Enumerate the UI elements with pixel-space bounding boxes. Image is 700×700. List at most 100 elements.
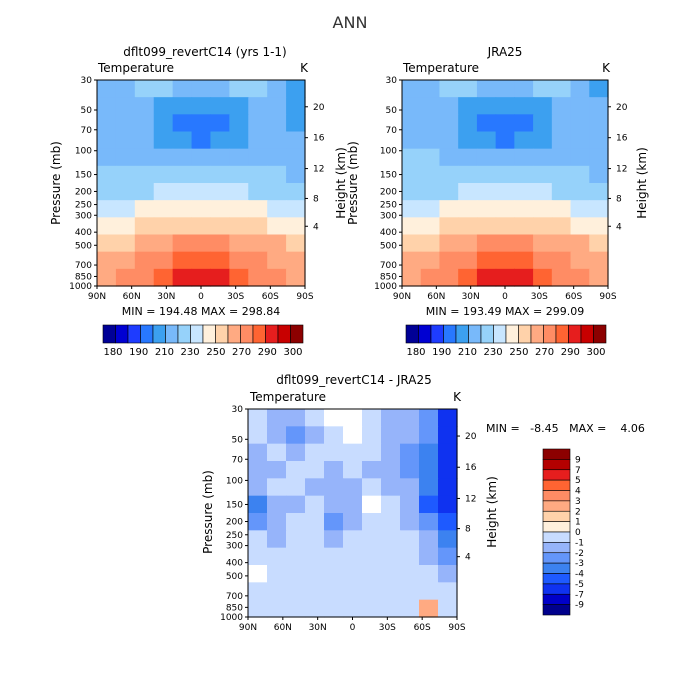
heatmap-cell xyxy=(381,565,401,583)
y-tick-label: 150 xyxy=(75,171,92,181)
colorbar-swatch xyxy=(215,324,229,344)
heatmap-cell xyxy=(570,251,590,270)
heatmap-cell xyxy=(286,478,306,497)
heatmap-cell xyxy=(438,495,458,514)
heatmap-cell xyxy=(191,97,212,115)
panel-subtitle: Temperature xyxy=(97,61,174,75)
heatmap-cell xyxy=(458,200,478,218)
heatmap-cell xyxy=(589,183,609,201)
colorbar-swatch xyxy=(542,583,571,595)
heatmap-cell xyxy=(267,409,287,427)
heatmap-cell xyxy=(305,409,325,427)
heatmap-cell xyxy=(400,547,420,566)
heatmap-cell xyxy=(153,80,174,98)
heatmap-cell xyxy=(248,495,268,514)
heatmap-cell xyxy=(458,97,478,115)
colorbar-swatch xyxy=(177,324,191,344)
heatmap-cell xyxy=(458,165,478,184)
heatmap-cell xyxy=(97,217,117,236)
heatmap-cell xyxy=(267,165,287,184)
heatmap-cell xyxy=(97,80,117,98)
heatmap-cell xyxy=(286,131,306,150)
heatmap-cell xyxy=(381,582,401,601)
heatmap-cell xyxy=(458,268,478,287)
heatmap-cell xyxy=(267,513,287,531)
y-tick-label: 700 xyxy=(75,261,92,271)
y-tick-label: 50 xyxy=(232,435,244,445)
y-tick-label: 70 xyxy=(232,455,244,465)
heatmap-cell xyxy=(97,131,117,150)
heatmap-cell xyxy=(458,131,478,150)
y-axis-label: Pressure (mb) xyxy=(201,470,215,554)
y-axis-label: Pressure (mb) xyxy=(49,141,63,225)
heatmap-cell xyxy=(533,114,553,133)
heatmap-cell xyxy=(248,513,268,531)
x-tick-label: 0 xyxy=(198,292,204,302)
heatmap-cell xyxy=(400,409,420,427)
colorbar-swatch xyxy=(542,542,571,554)
colorbar-label: -5 xyxy=(575,580,584,590)
heatmap-cell xyxy=(362,599,382,618)
heatmap-cell xyxy=(229,114,249,133)
colorbar-label: 290 xyxy=(258,347,277,358)
colorbar-swatch xyxy=(202,324,216,344)
colorbar-swatch xyxy=(405,324,419,344)
heatmap-cell xyxy=(210,114,230,133)
heatmap-cell xyxy=(286,200,306,218)
heatmap-cell xyxy=(324,565,344,583)
colorbar-swatch xyxy=(418,324,432,344)
y-tick-label: 200 xyxy=(380,187,397,197)
heatmap-cell xyxy=(191,80,212,98)
heatmap-cell xyxy=(324,443,344,462)
heatmap-cell xyxy=(210,80,230,98)
heatmap-cell xyxy=(286,461,306,479)
colorbar-label: -3 xyxy=(575,559,584,569)
y-right-ticks: 20 16 12 8 4 xyxy=(608,103,628,232)
heatmap-cell xyxy=(97,183,117,201)
y-tick-label: 1000 xyxy=(374,282,397,292)
heatmap-cell xyxy=(402,200,422,218)
heatmap-cell xyxy=(438,409,458,427)
heatmap-cell xyxy=(248,547,268,566)
heatmap-cell xyxy=(229,148,249,167)
heatmap-cell xyxy=(229,217,249,236)
heatmap-cell xyxy=(229,80,249,98)
heatmap-cell xyxy=(551,148,572,167)
colorbar-label: 4 xyxy=(575,487,581,497)
y-right-tick-label: 8 xyxy=(465,525,471,535)
heatmap-cell xyxy=(210,268,230,287)
heatmap-cell xyxy=(419,461,439,479)
heatmap-cell xyxy=(191,131,212,150)
heatmap-cell xyxy=(134,217,155,236)
colorbar-label: -2 xyxy=(575,549,584,559)
heatmap-cell xyxy=(551,131,572,150)
heatmap-cell xyxy=(172,268,193,287)
heatmap-cell xyxy=(324,582,344,601)
heatmap-cell xyxy=(172,251,193,270)
heatmap-cell xyxy=(458,148,478,167)
heatmap-cell xyxy=(419,582,439,601)
colorbar-labels: 180 190 210 230 250 270 290 300 xyxy=(103,347,302,358)
heatmap-cell xyxy=(343,409,363,427)
heatmap-cell xyxy=(514,131,534,150)
heatmap-cell xyxy=(381,513,401,531)
heatmap-cell xyxy=(570,200,590,218)
colorbar-label: 300 xyxy=(586,347,605,358)
heatmap-cell xyxy=(267,530,287,549)
heatmap-cell xyxy=(286,547,306,566)
heatmap-cell xyxy=(419,599,439,618)
heatmap-cell xyxy=(533,165,553,184)
x-tick-label: 90S xyxy=(296,292,313,302)
heatmap-cell xyxy=(362,409,382,427)
heatmap-cell xyxy=(420,200,441,218)
heatmap-cell xyxy=(229,131,249,150)
heatmap-cell xyxy=(438,547,458,566)
heatmap-cell xyxy=(324,530,344,549)
heatmap-cell xyxy=(495,183,515,201)
heatmap-cell xyxy=(495,131,515,150)
heatmap-cell xyxy=(420,251,441,270)
heatmap-cell xyxy=(458,114,478,133)
y-right-tick-label: 20 xyxy=(616,103,628,113)
heatmap-cell xyxy=(402,183,422,201)
